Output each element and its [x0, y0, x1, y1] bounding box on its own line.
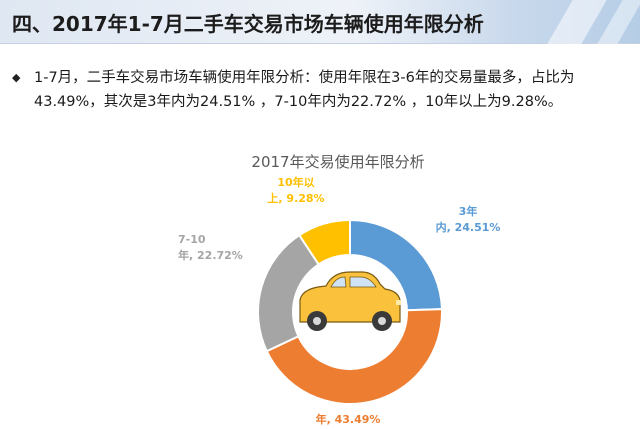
title-decoration — [547, 0, 607, 44]
bullet-icon: ◆ — [12, 71, 21, 84]
chart-title: 2017年交易使用年限分析 — [251, 153, 424, 171]
slice-label-0: 3年内, 24.51% — [436, 204, 501, 234]
donut-slice-1 — [265, 308, 443, 405]
donut-slices — [257, 218, 443, 405]
car-icon — [299, 271, 401, 331]
slice-labels: 3年内, 24.51% 年, 43.49% 7-10 年, 22.72% 10年以上, … — [178, 175, 500, 426]
donut-chart: 2017年交易使用年限分析 3年内, 24.51% 年, 43.49% 7-10 年,… — [178, 153, 500, 426]
title-decoration-2 — [597, 0, 640, 44]
donut-slice-3 — [297, 218, 351, 266]
page-title: 四、2017年1-7月二手车交易市场车辆使用年限分析 — [12, 12, 484, 36]
slice-label-1: 年, 43.49% — [316, 412, 381, 426]
summary-block: ◆ 1-7月，二手车交易市场车辆使用年限分析：使用年限在3-6年的交易量最多，占… — [12, 66, 632, 114]
slice-label-3: 10年以上, 9.28% — [267, 175, 324, 205]
title-bar: 四、2017年1-7月二手车交易市场车辆使用年限分析 — [0, 0, 640, 44]
summary-text: 1-7月，二手车交易市场车辆使用年限分析：使用年限在3-6年的交易量最多，占比为… — [34, 70, 575, 110]
slice-label-2: 7-10 年, 22.72% — [178, 233, 243, 262]
